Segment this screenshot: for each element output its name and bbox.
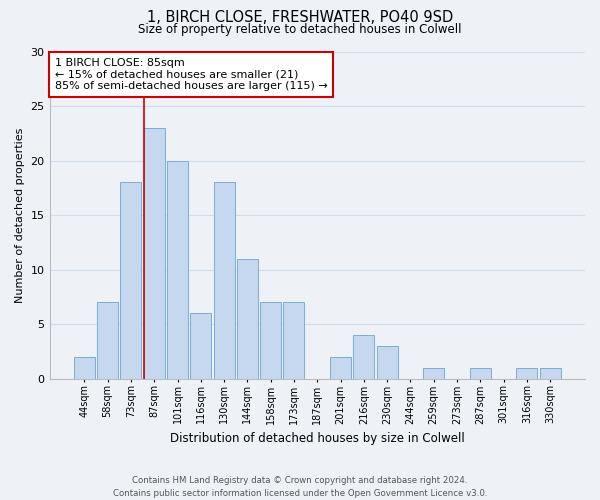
- Bar: [283, 302, 304, 378]
- Bar: [74, 357, 95, 378]
- Bar: [121, 182, 142, 378]
- Bar: [167, 160, 188, 378]
- X-axis label: Distribution of detached houses by size in Colwell: Distribution of detached houses by size …: [170, 432, 464, 445]
- Bar: [517, 368, 538, 378]
- Bar: [260, 302, 281, 378]
- Bar: [470, 368, 491, 378]
- Bar: [144, 128, 165, 378]
- Bar: [353, 335, 374, 378]
- Bar: [190, 314, 211, 378]
- Text: 1, BIRCH CLOSE, FRESHWATER, PO40 9SD: 1, BIRCH CLOSE, FRESHWATER, PO40 9SD: [147, 10, 453, 25]
- Bar: [214, 182, 235, 378]
- Bar: [423, 368, 444, 378]
- Y-axis label: Number of detached properties: Number of detached properties: [15, 128, 25, 303]
- Bar: [377, 346, 398, 378]
- Bar: [539, 368, 560, 378]
- Bar: [237, 258, 258, 378]
- Bar: [97, 302, 118, 378]
- Bar: [330, 357, 351, 378]
- Text: Contains HM Land Registry data © Crown copyright and database right 2024.
Contai: Contains HM Land Registry data © Crown c…: [113, 476, 487, 498]
- Text: Size of property relative to detached houses in Colwell: Size of property relative to detached ho…: [138, 22, 462, 36]
- Text: 1 BIRCH CLOSE: 85sqm
← 15% of detached houses are smaller (21)
85% of semi-detac: 1 BIRCH CLOSE: 85sqm ← 15% of detached h…: [55, 58, 328, 91]
